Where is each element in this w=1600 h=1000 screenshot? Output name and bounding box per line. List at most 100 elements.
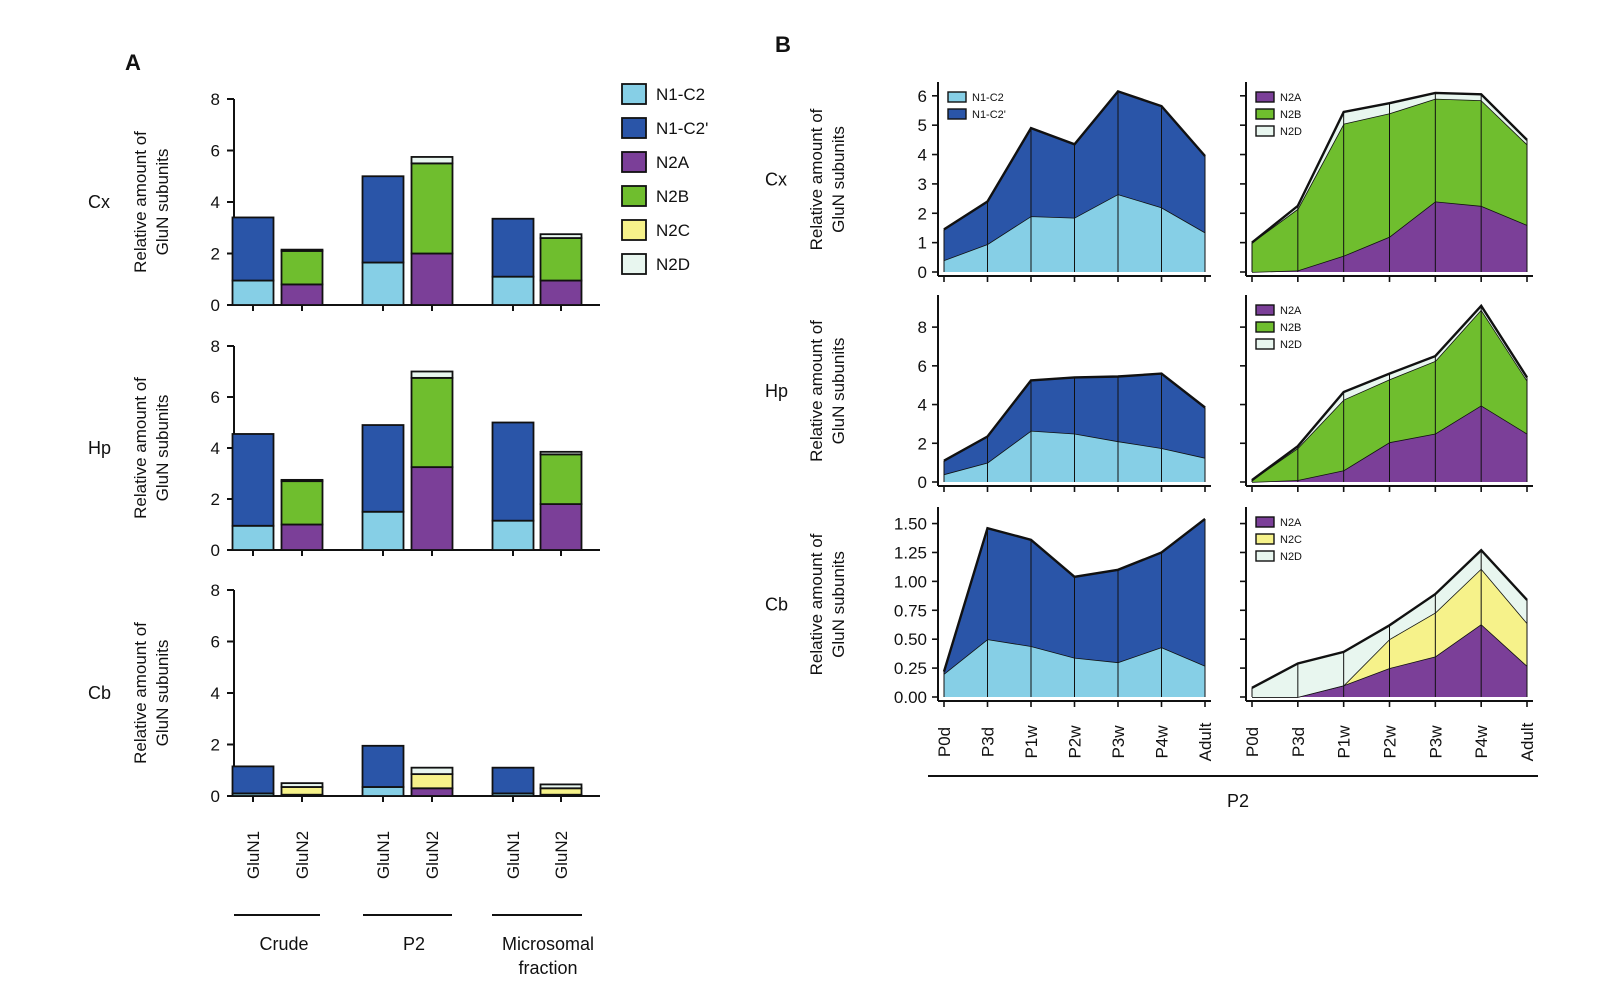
panel-b-cb-glun2-chart: P0d P3d P1w P2w P3w P4w Adult N2A N2C N2D — [1240, 507, 1537, 761]
area-cb-n2d — [1252, 550, 1527, 697]
y-tick-label: 0.25 — [894, 659, 927, 678]
region-label-hp: Hp — [88, 438, 111, 458]
legend-swatch-n2c — [1255, 533, 1275, 545]
panel-a-hp-chart: 0 2 4 6 8 Relative amount of GluN subunits Hp — [88, 337, 600, 560]
bar-cb-n2a-3 — [410, 787, 454, 797]
legend-swatch-n2d — [621, 253, 647, 275]
bar-cx-n2b-3 — [410, 162, 454, 255]
y-tick-label: 1.50 — [894, 515, 927, 534]
y-tick-label: 0 — [211, 787, 220, 806]
bar-cx-n1-c2-4 — [491, 275, 535, 306]
bar-cb-n2c-1 — [280, 786, 324, 796]
legend-label-n2a: N2A — [1280, 305, 1302, 317]
x-tick-label-glun1-4: GluN1 — [504, 831, 523, 879]
region-label-cx: Cx — [88, 192, 110, 212]
bar-cx-n1-c2p-2 — [361, 175, 405, 264]
y-tick-label: 2 — [211, 736, 220, 755]
legend-label-n2a: N2A — [1280, 517, 1302, 529]
y-axis-label-line2: GluN subunits — [829, 551, 848, 658]
y-tick-label: 8 — [211, 581, 220, 600]
bar-cb-n2d-1 — [280, 782, 324, 788]
panel-a-label: A — [125, 50, 141, 75]
bar-hp-n1-c2-2 — [361, 510, 405, 551]
bar-hp-n2b-1 — [280, 480, 324, 526]
bar-hp-n1-c2-0 — [231, 524, 275, 551]
legend-swatch-n1-c2p — [621, 117, 647, 139]
y-axis-label-line1: Relative amount of — [131, 622, 150, 764]
legend-label-n1-c2: N1-C2 — [656, 85, 705, 104]
legend-label-n2c: N2C — [656, 221, 690, 240]
legend-swatch-n2b — [621, 185, 647, 207]
x-tick-label-p1w: P1w — [1335, 725, 1354, 759]
legend-swatch-n1-c2p — [947, 108, 967, 120]
x-tick-label-p2w: P2w — [1066, 725, 1085, 759]
legend-label-n2a: N2A — [656, 153, 690, 172]
y-tick-label: 1 — [918, 234, 927, 253]
bar-cx-n1-c2p-4 — [491, 217, 535, 278]
y-axis-label-line1: Relative amount of — [807, 533, 826, 675]
y-axis-label-line1: Relative amount of — [807, 108, 826, 250]
bar-cx-n1-c2-2 — [361, 261, 405, 306]
bar-cx-n2a-3 — [410, 252, 454, 306]
group-label-crude: Crude — [259, 934, 308, 954]
x-tick-label-p2w: P2w — [1381, 725, 1400, 759]
area-cb-n2c — [1252, 568, 1527, 697]
y-tick-label: 0 — [211, 296, 220, 315]
bar-hp-n1-c2-4 — [491, 519, 535, 551]
x-tick-label-p3d: P3d — [979, 727, 998, 757]
panel-b-cx-glun1-chart: 0 1 2 3 4 5 6 Relative amount of GluN subunits Cx… — [765, 82, 1211, 282]
legend-swatch-n2b — [1255, 108, 1275, 120]
y-tick-label: 1.25 — [894, 543, 927, 562]
y-tick-label: 2 — [211, 490, 220, 509]
panel-b-label: B — [775, 32, 791, 57]
y-axis-label-line2: GluN subunits — [829, 338, 848, 445]
legend-swatch-n1-c2 — [621, 83, 647, 105]
area-cb-n2a — [1252, 624, 1527, 697]
x-tick-label-glun2-5: GluN2 — [552, 831, 571, 879]
y-tick-label: 6 — [918, 87, 927, 106]
y-tick-label: 4 — [211, 439, 220, 458]
legend-label-n1-c2: N1-C2 — [972, 92, 1004, 104]
group-label-microsomal: Microsomal — [502, 934, 594, 954]
outline-top — [942, 517, 1206, 672]
panel-b-cx-glun2-chart: N2A N2B N2D — [1240, 82, 1533, 282]
region-label-cb: Cb — [88, 683, 111, 703]
y-tick-label: 8 — [211, 337, 220, 356]
bar-cx-n2d-1 — [280, 248, 324, 252]
y-tick-label: 0.00 — [894, 688, 927, 707]
x-tick-label-glun1-0: GluN1 — [244, 831, 263, 879]
y-tick-label: 6 — [211, 388, 220, 407]
x-tick-label-adult: Adult — [1518, 722, 1537, 761]
x-tick-label-glun2-1: GluN2 — [293, 831, 312, 879]
legend-label-n2a: N2A — [1280, 92, 1302, 104]
y-tick-label: 8 — [211, 90, 220, 109]
y-tick-label: 6 — [211, 142, 220, 161]
bar-cb-n1-c2-2 — [361, 786, 405, 797]
outline-top — [1251, 303, 1529, 482]
y-axis-label-line2: GluN subunits — [153, 395, 172, 502]
y-axis-label-line1: Relative amount of — [131, 377, 150, 519]
bar-cb-n2c-3 — [410, 773, 454, 790]
bar-hp-n2a-5 — [539, 503, 583, 551]
bar-hp-n2b-5 — [539, 453, 583, 505]
bar-cb-n1-c2p-0 — [231, 765, 275, 795]
y-tick-label: 6 — [211, 633, 220, 652]
x-tick-label-adult: Adult — [1196, 722, 1215, 761]
bar-hp-n1-c2p-2 — [361, 424, 405, 513]
legend-label-n2b: N2B — [656, 187, 689, 206]
bar-hp-n2a-3 — [410, 466, 454, 551]
legend-swatch-n2a — [1255, 516, 1275, 528]
bar-cb-n1-c2p-4 — [491, 766, 535, 795]
legend-swatch-n2d — [1255, 338, 1275, 350]
group-label-fraction: fraction — [518, 958, 577, 978]
outline-top — [943, 372, 1206, 462]
legend-swatch-n2b — [1255, 321, 1275, 333]
bar-hp-n2d-5 — [539, 450, 583, 456]
legend-swatch-n2d — [1255, 125, 1275, 137]
y-tick-label: 2 — [211, 245, 220, 264]
region-label-hp: Hp — [765, 381, 788, 401]
bar-hp-n2d-3 — [410, 370, 454, 379]
legend-label-n1-c2p: N1-C2' — [972, 109, 1006, 121]
